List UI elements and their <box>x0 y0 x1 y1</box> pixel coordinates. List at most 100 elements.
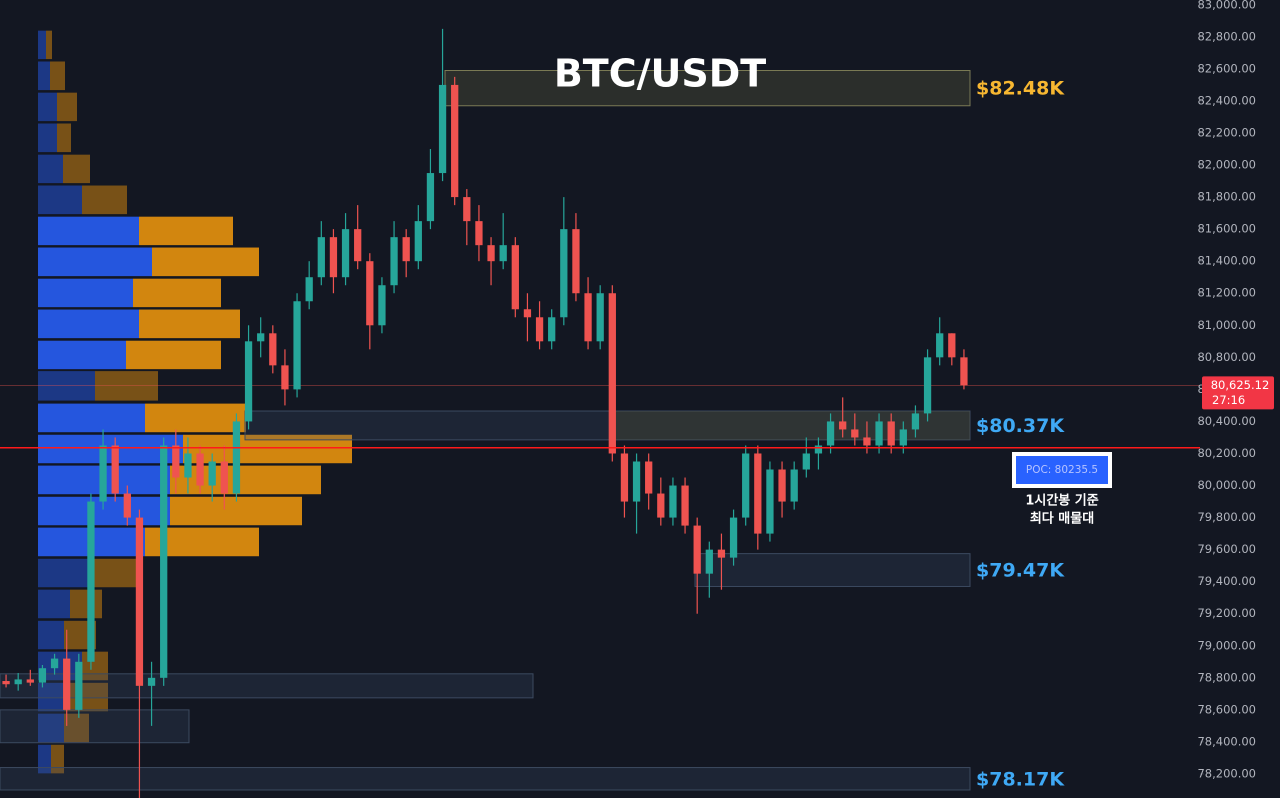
y-tick-label: 81,400.00 <box>1197 254 1256 268</box>
poc-label: POC: 80235.5 <box>1026 464 1098 476</box>
candle-body <box>451 84 459 198</box>
candle-body <box>184 453 192 478</box>
candle-body <box>523 309 532 318</box>
sell-volume <box>63 154 90 184</box>
candle-body <box>657 493 665 518</box>
candle-body <box>196 453 204 486</box>
candle-body <box>560 229 568 318</box>
candle-body <box>244 341 253 422</box>
candle-body <box>208 461 216 486</box>
sell-volume <box>126 340 221 370</box>
y-tick-label: 82,800.00 <box>1197 29 1256 43</box>
candle-body <box>754 453 762 534</box>
countdown: 27:16 <box>1212 393 1245 407</box>
candle-body <box>329 237 338 278</box>
buy-volume <box>38 154 63 184</box>
candle-body <box>863 437 871 446</box>
candle-body <box>147 677 156 686</box>
candle-body <box>693 525 701 574</box>
buy-volume <box>38 123 57 153</box>
sell-volume <box>139 216 233 246</box>
sell-volume <box>139 309 240 339</box>
candle-body <box>414 221 422 262</box>
y-tick-label: 78,200.00 <box>1197 766 1256 780</box>
buy-volume <box>38 713 64 743</box>
sell-volume <box>82 185 127 215</box>
buy-volume <box>38 92 57 122</box>
candle-body <box>111 445 119 494</box>
candle-body <box>269 333 277 366</box>
volume-profile <box>38 30 352 774</box>
poc-box-inner <box>1016 456 1108 484</box>
candle-body <box>548 317 556 342</box>
buy-volume <box>38 61 50 91</box>
candle-body <box>717 549 726 558</box>
candle-body <box>608 293 616 454</box>
candle-body <box>487 245 495 262</box>
candle-body <box>475 221 483 246</box>
candle-body <box>172 445 180 478</box>
sell-volume <box>152 247 259 277</box>
candle-body <box>99 445 107 502</box>
candle-body <box>705 549 713 574</box>
candle-body <box>305 277 313 302</box>
y-tick-label: 80,000.00 <box>1197 478 1256 492</box>
candle-body <box>936 333 944 358</box>
candle-body <box>26 679 34 683</box>
candle-body <box>220 461 228 494</box>
candle-body <box>257 333 265 342</box>
sell-volume <box>57 123 71 153</box>
candle-body <box>499 245 507 262</box>
y-tick-label: 78,800.00 <box>1197 670 1256 684</box>
last-price-tag <box>1202 376 1274 410</box>
y-tick-label: 80,800.00 <box>1197 350 1256 364</box>
candle-body <box>596 293 604 342</box>
buy-volume <box>38 558 89 588</box>
candle-body <box>645 461 653 494</box>
candle-body <box>38 668 47 683</box>
candle-body <box>50 658 59 669</box>
candles <box>2 28 968 798</box>
price-axis: 78,200.00 78,400.00 78,600.00 78,800.00 79,0… <box>1197 0 1256 780</box>
candle-body <box>923 357 932 414</box>
y-tick-label: 78,400.00 <box>1197 734 1256 748</box>
buy-volume <box>38 340 126 370</box>
candle-body <box>281 365 289 390</box>
candle-body <box>135 517 144 686</box>
sell-volume <box>64 713 89 743</box>
candle-body <box>778 469 786 502</box>
y-tick-label: 82,200.00 <box>1197 126 1256 140</box>
buy-volume <box>38 371 95 401</box>
candle-body <box>390 237 398 286</box>
candle-body <box>438 84 447 174</box>
buy-volume <box>38 278 133 308</box>
zone-highlight <box>615 411 970 440</box>
y-tick-label: 81,000.00 <box>1197 318 1256 332</box>
candle-body <box>814 445 823 454</box>
buy-volume <box>38 216 139 246</box>
y-tick-label: 79,400.00 <box>1197 574 1256 588</box>
candle-body <box>341 229 350 278</box>
y-tick-label: 83,000.00 <box>1197 0 1256 11</box>
candle-body <box>729 517 738 558</box>
candle-body <box>911 413 920 430</box>
candle-body <box>123 493 131 518</box>
buy-volume <box>38 744 51 774</box>
buy-volume <box>38 434 183 464</box>
sell-volume <box>57 92 77 122</box>
candle-body <box>826 421 835 446</box>
candle-body <box>681 485 689 526</box>
candle-body <box>2 681 10 685</box>
candle-body <box>160 445 168 678</box>
zones: $82.48K $80.37K $79.47K $78.17K <box>0 70 1200 791</box>
sell-volume <box>64 682 108 712</box>
sell-volume <box>95 371 158 401</box>
candle-body <box>875 421 883 446</box>
buy-volume <box>38 620 64 650</box>
y-tick-label: 81,200.00 <box>1197 286 1256 300</box>
poc-note: 1시간봉 기준 <box>1025 493 1098 509</box>
candle-body <box>839 421 847 430</box>
y-tick-label: 80,200.00 <box>1197 446 1256 460</box>
